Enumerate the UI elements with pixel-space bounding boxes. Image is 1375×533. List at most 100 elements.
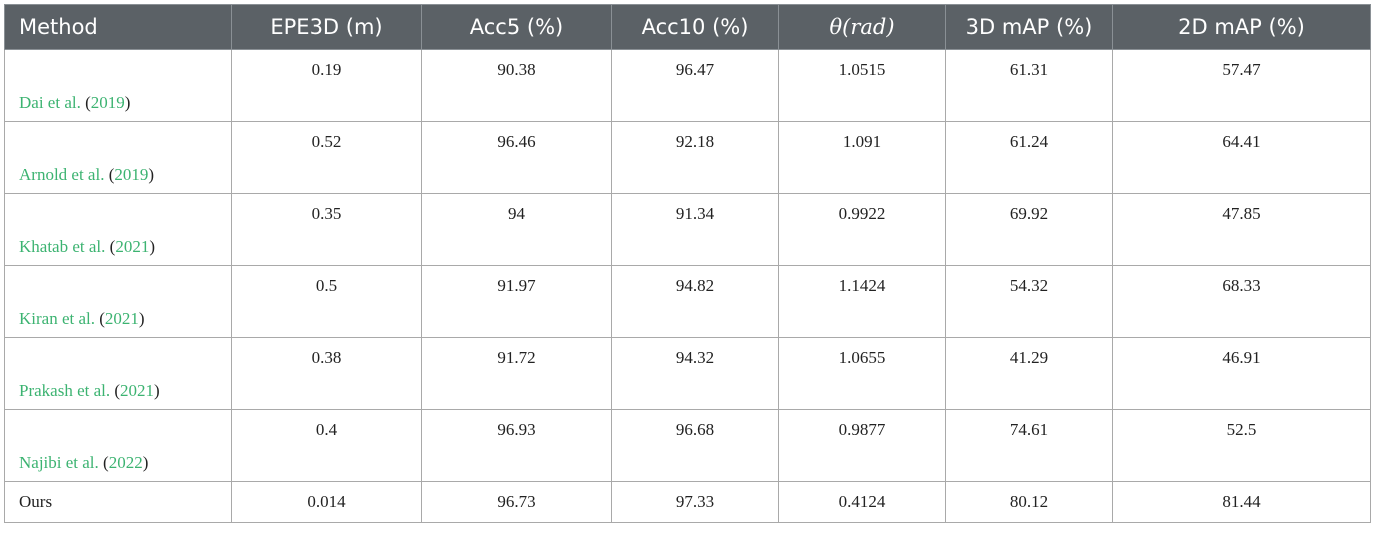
citation-year[interactable]: 2019	[90, 93, 125, 112]
table-row-ours: Ours 0.014 96.73 97.33 0.4124 80.12 81.4…	[4, 481, 1371, 523]
header-acc5: Acc5 (%)	[421, 4, 612, 50]
value-cell: 96.47	[611, 49, 779, 122]
value-cell: 80.12	[945, 481, 1113, 523]
value: 96.93	[497, 420, 536, 439]
citation-author[interactable]: Dai et al.	[19, 93, 81, 112]
table-row: Najibi et al. (2022) 0.4 96.93 96.68 0.9877 7…	[4, 409, 1371, 482]
value-cell: 1.091	[778, 121, 946, 194]
header-acc10: Acc10 (%)	[611, 4, 779, 50]
value: 91.72	[497, 348, 536, 367]
citation-year[interactable]: 2021	[104, 309, 139, 328]
header-row: Method EPE3D (m) Acc5 (%) Acc10 (%) θ(ra…	[4, 4, 1371, 50]
method-cell: Najibi et al. (2022)	[4, 409, 232, 482]
method-cell: Kiran et al. (2021)	[4, 265, 232, 338]
method-citation[interactable]: Kiran et al. (2021)	[19, 309, 145, 328]
header-epe3d: EPE3D (m)	[231, 4, 422, 50]
value-cell: 46.91	[1112, 337, 1371, 410]
method-citation[interactable]: Najibi et al. (2022)	[19, 453, 149, 472]
value-cell: 1.0515	[778, 49, 946, 122]
citation-year[interactable]: 2021	[120, 381, 155, 400]
value-cell: 0.014	[231, 481, 422, 523]
value: 0.52	[311, 132, 342, 151]
value-cell: 0.9922	[778, 193, 946, 266]
value-cell: 96.46	[421, 121, 612, 194]
citation-author[interactable]: Prakash et al.	[19, 381, 111, 400]
method-cell: Arnold et al. (2019)	[4, 121, 232, 194]
value-cell: 96.73	[421, 481, 612, 523]
value-cell: 74.61	[945, 409, 1113, 482]
value: 80.12	[1009, 492, 1049, 511]
value-cell: 69.92	[945, 193, 1113, 266]
value: 96.73	[497, 492, 536, 511]
citation-author[interactable]: Kiran et al.	[19, 309, 95, 328]
value-cell: 1.1424	[778, 265, 946, 338]
value-cell: 91.97	[421, 265, 612, 338]
value-cell: 81.44	[1112, 481, 1371, 523]
value-cell: 0.52	[231, 121, 422, 194]
method-cell: Dai et al. (2019)	[4, 49, 232, 122]
value: 0.9877	[838, 420, 886, 439]
method-citation[interactable]: Prakash et al. (2021)	[19, 381, 160, 400]
value-cell: 52.5	[1112, 409, 1371, 482]
value: 94	[508, 204, 525, 223]
method-citation[interactable]: Dai et al. (2019)	[19, 93, 131, 112]
value: 96.46	[497, 132, 536, 151]
value-cell: 96.68	[611, 409, 779, 482]
value: 57.47	[1222, 60, 1261, 79]
value-cell: 61.24	[945, 121, 1113, 194]
value: 1.0515	[838, 60, 886, 79]
table-row: Arnold et al. (2019) 0.52 96.46 92.18 1.091 6…	[4, 121, 1371, 194]
value: 96.47	[675, 60, 715, 79]
value: 1.091	[842, 132, 882, 151]
value-cell: 0.19	[231, 49, 422, 122]
value: 94.32	[675, 348, 715, 367]
value: 94.82	[675, 276, 715, 295]
table-row: Prakash et al. (2021) 0.38 91.72 94.32 1.065…	[4, 337, 1371, 410]
citation-author[interactable]: Khatab et al.	[19, 237, 106, 256]
value-cell: 91.34	[611, 193, 779, 266]
citation-year[interactable]: 2022	[108, 453, 143, 472]
header-theta: θ(rad)	[778, 4, 946, 50]
value: 0.35	[311, 204, 342, 223]
method-citation[interactable]: Khatab et al. (2021)	[19, 237, 155, 256]
citation-year[interactable]: 2019	[114, 165, 149, 184]
value-cell: 94.32	[611, 337, 779, 410]
header-method: Method	[4, 4, 232, 50]
value-cell: 0.5	[231, 265, 422, 338]
value: 69.92	[1009, 204, 1049, 223]
table-row: Khatab et al. (2021) 0.35 94 91.34 0.9922 69.…	[4, 193, 1371, 266]
value-cell: 61.31	[945, 49, 1113, 122]
value-cell: 1.0655	[778, 337, 946, 410]
value: 1.1424	[838, 276, 886, 295]
citation-author[interactable]: Najibi et al.	[19, 453, 99, 472]
header-theta-label: θ(rad)	[829, 15, 895, 39]
method-cell: Prakash et al. (2021)	[4, 337, 232, 410]
value: 0.5	[315, 276, 338, 295]
citation-year[interactable]: 2021	[115, 237, 150, 256]
value-cell: 92.18	[611, 121, 779, 194]
header-2d-map: 2D mAP (%)	[1112, 4, 1371, 50]
value: 74.61	[1009, 420, 1049, 439]
method-label: Ours	[19, 492, 53, 511]
value: 91.97	[497, 276, 536, 295]
value: 61.31	[1009, 60, 1049, 79]
table-row: Dai et al. (2019) 0.19 90.38 96.47 1.0515 61.…	[4, 49, 1371, 122]
value-cell: 54.32	[945, 265, 1113, 338]
results-table: Method EPE3D (m) Acc5 (%) Acc10 (%) θ(ra…	[4, 4, 1371, 523]
value-cell: 57.47	[1112, 49, 1371, 122]
value-cell: 90.38	[421, 49, 612, 122]
method-citation[interactable]: Arnold et al. (2019)	[19, 165, 155, 184]
value-cell: 0.4	[231, 409, 422, 482]
method-cell: Ours	[4, 481, 232, 523]
value-cell: 0.35	[231, 193, 422, 266]
value: 97.33	[675, 492, 715, 511]
value: 61.24	[1009, 132, 1049, 151]
value-cell: 94.82	[611, 265, 779, 338]
method-cell: Khatab et al. (2021)	[4, 193, 232, 266]
value: 0.9922	[838, 204, 886, 223]
value-cell: 91.72	[421, 337, 612, 410]
value: 0.38	[311, 348, 342, 367]
value-cell: 0.38	[231, 337, 422, 410]
citation-author[interactable]: Arnold et al.	[19, 165, 105, 184]
value: 1.0655	[838, 348, 886, 367]
